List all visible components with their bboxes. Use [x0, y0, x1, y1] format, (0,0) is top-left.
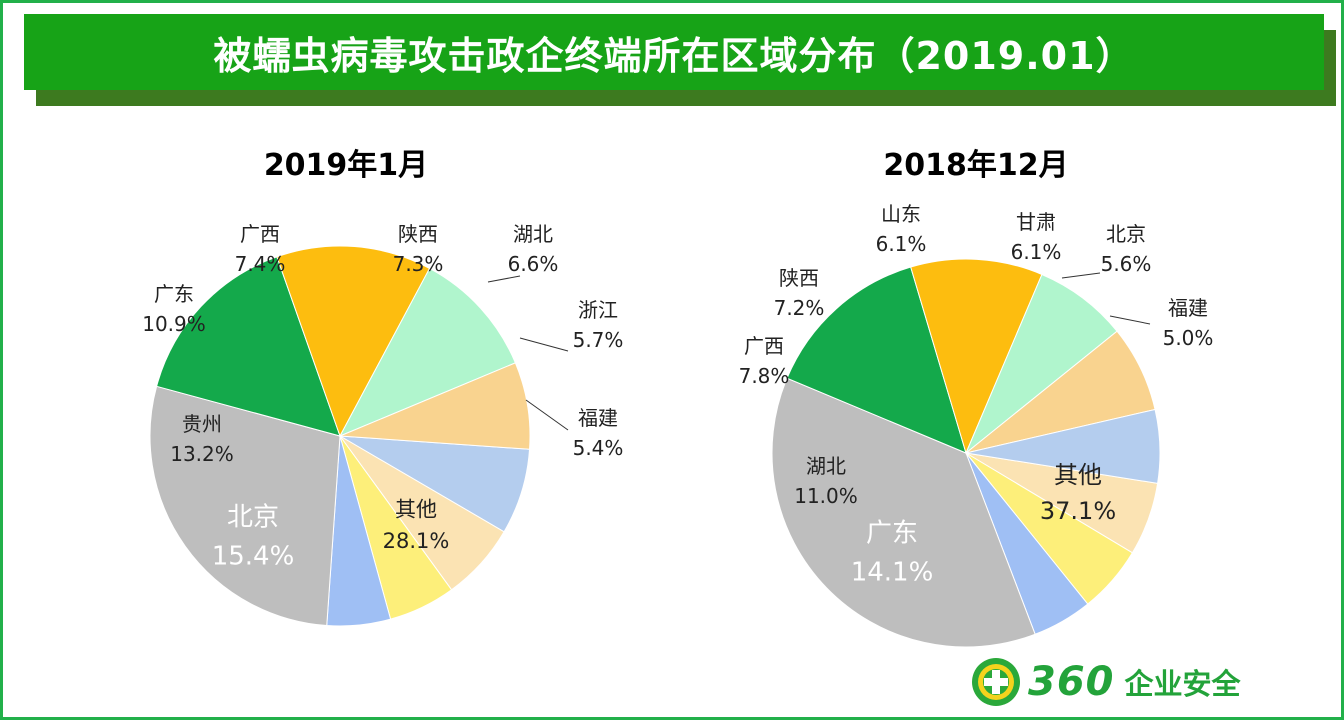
slice-label-其他: 其他	[395, 497, 437, 521]
pie-slice-广东	[786, 266, 967, 454]
pie-slice-北京	[155, 256, 341, 437]
pie-chart-1: 甘肃 6.1% 北京 5.6% 福建 5.0% 其他 37.1% 广东 14.1% 湖北 11.0% 广…	[739, 202, 1214, 648]
leader-line-北京	[1061, 272, 1101, 279]
slice-label-北京: 北京	[227, 503, 279, 533]
slice-label-福建: 福建	[1168, 296, 1208, 320]
slice-label-广西: 广西	[240, 222, 280, 246]
leader-line-浙江	[519, 337, 569, 352]
slice-value-北京: 5.6%	[1101, 252, 1152, 276]
slice-label-浙江: 浙江	[578, 298, 618, 322]
slice-value-湖北: 6.6%	[508, 252, 559, 276]
slice-value-甘肃: 6.1%	[1011, 240, 1062, 264]
slice-value-山东: 6.1%	[876, 232, 927, 256]
pie-slice-广西	[339, 362, 531, 450]
slice-label-北京: 北京	[1106, 222, 1146, 246]
pie-slice-其他	[771, 377, 1036, 648]
chart-title-2019-01: 2019年1月	[263, 148, 429, 183]
logo-360-enterprise-security: 360 企业安全	[970, 655, 1241, 709]
pie-slice-广东	[338, 267, 517, 438]
slice-value-其他: 28.1%	[383, 529, 450, 553]
page-title: 被蠕虫病毒攻击政企终端所在区域分布（2019.01）	[213, 33, 1135, 78]
slice-label-广东: 广东	[866, 519, 918, 549]
slice-label-福建: 福建	[578, 406, 618, 430]
slice-value-广东: 14.1%	[851, 558, 934, 588]
slice-value-福建: 5.0%	[1163, 326, 1214, 350]
360-logo-icon	[972, 658, 1020, 706]
slice-label-广东: 广东	[154, 282, 194, 306]
pie-slice-贵州	[276, 245, 431, 438]
slice-value-其他: 37.1%	[1040, 497, 1116, 525]
slice-value-陕西: 7.3%	[393, 252, 444, 276]
chart-title-2018-12: 2018年12月	[883, 148, 1069, 183]
slice-value-贵州: 13.2%	[170, 442, 234, 466]
slice-value-北京: 15.4%	[212, 542, 295, 572]
leader-line-福建	[1109, 315, 1151, 325]
slice-label-陕西: 陕西	[398, 222, 438, 246]
pie-slice-湖北	[910, 258, 1043, 455]
pie-slice-其他	[149, 385, 341, 627]
slice-label-山东: 山东	[881, 202, 921, 226]
slice-value-福建: 5.4%	[573, 436, 624, 460]
slice-label-广西: 广西	[744, 334, 784, 358]
slice-value-陕西: 7.2%	[774, 296, 825, 320]
slice-label-陕西: 陕西	[779, 266, 819, 290]
pie-slice-山东	[965, 408, 1161, 484]
slice-label-甘肃: 甘肃	[1016, 210, 1056, 234]
slice-value-湖北: 11.0%	[794, 484, 858, 508]
pie-chart-0: 陕西 7.3% 湖北 6.6% 浙江 5.7% 福建 5.4% 其他 28.1% 北京 15.4% 贵州…	[142, 222, 624, 627]
leader-line-福建	[525, 399, 569, 431]
slice-value-浙江: 5.7%	[573, 328, 624, 352]
slice-label-湖北: 湖北	[513, 222, 553, 246]
title-banner: 被蠕虫病毒攻击政企终端所在区域分布（2019.01）	[24, 14, 1324, 90]
slice-label-湖北: 湖北	[806, 454, 846, 478]
slice-value-广西: 7.8%	[739, 364, 790, 388]
logo-number: 360	[1028, 659, 1115, 705]
slice-value-广西: 7.4%	[235, 252, 286, 276]
pie-slice-广西	[965, 273, 1118, 454]
slice-label-其他: 其他	[1054, 461, 1102, 489]
slice-value-广东: 10.9%	[142, 312, 206, 336]
leader-line-湖北	[487, 275, 521, 283]
logo-text: 企业安全	[1124, 667, 1241, 701]
slice-label-贵州: 贵州	[182, 412, 222, 436]
